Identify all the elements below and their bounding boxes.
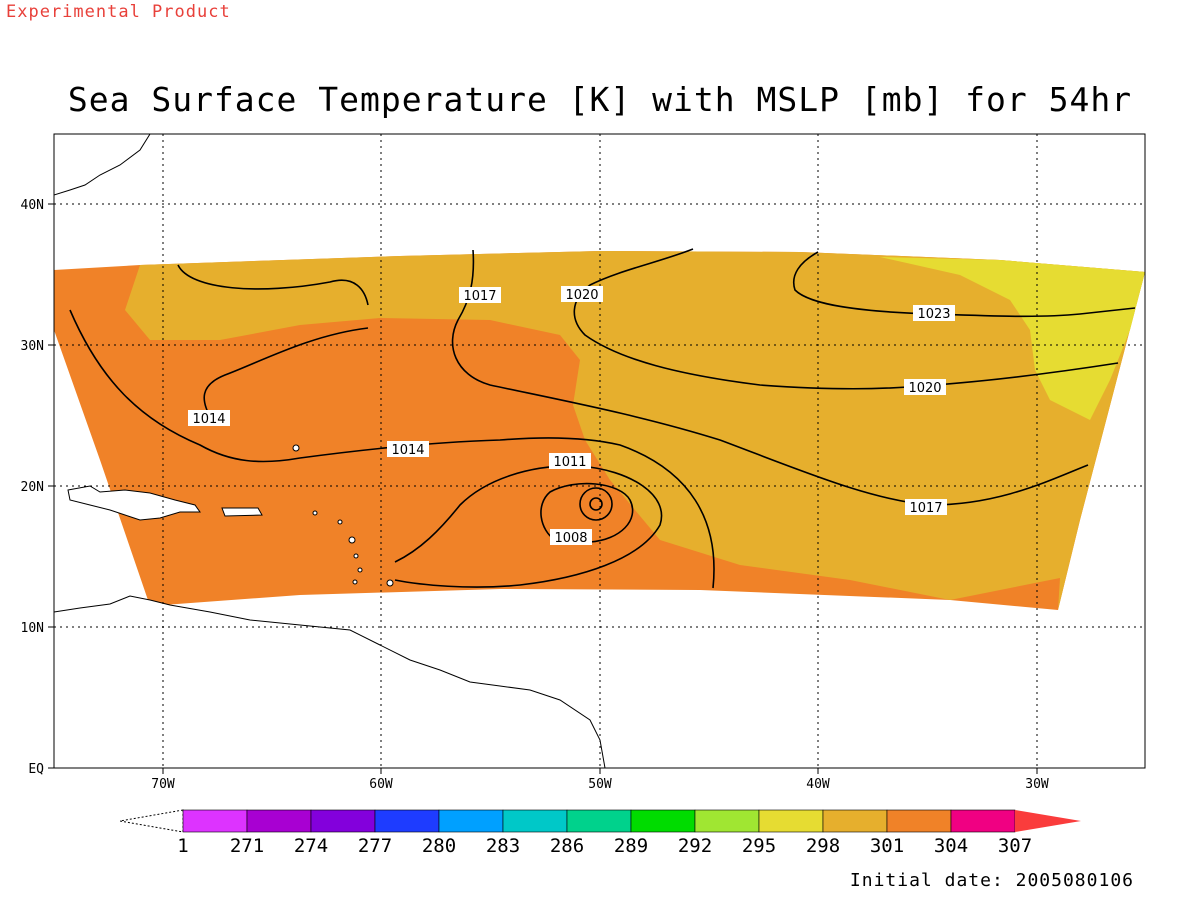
- colorbar-swatch: [950, 809, 1016, 833]
- lat-lon-grid: [54, 134, 1145, 768]
- colorbar-swatch: [310, 809, 376, 833]
- colorbar-swatch: [758, 809, 824, 833]
- colorbar-label: 271: [230, 835, 264, 857]
- svg-text:1014: 1014: [391, 443, 424, 458]
- colorbar-label: 295: [742, 835, 776, 857]
- map-plot-area: 1017 1020 1023 1020 1014 1014 1011 1008 …: [54, 134, 1145, 768]
- isobar-1017-central: [451, 249, 1089, 506]
- colorbar-swatch: [438, 809, 504, 833]
- svg-text:1020: 1020: [908, 381, 941, 396]
- chart-title: Sea Surface Temperature [K] with MSLP [m…: [67, 80, 1133, 119]
- colorbar-swatch: [694, 809, 760, 833]
- south-america-land: [54, 595, 606, 768]
- isobar-1023: [793, 251, 1136, 318]
- lat-label: 20N: [21, 480, 44, 495]
- axis-ticks: [48, 203, 1038, 774]
- lon-label: 30W: [1025, 777, 1049, 792]
- isobar-label: 1017: [459, 287, 501, 304]
- isobar-low-ring: [579, 487, 613, 521]
- lon-label: 70W: [151, 777, 175, 792]
- lon-label: 50W: [588, 777, 612, 792]
- colorbar-right-arrow: [1015, 810, 1081, 832]
- svg-text:1014: 1014: [192, 412, 225, 427]
- colorbar-label: 280: [422, 835, 456, 857]
- isobar-label: 1023: [913, 305, 955, 322]
- colorbar-label: 1: [177, 835, 188, 857]
- colorbar-label: 289: [614, 835, 648, 857]
- lon-label: 40W: [806, 777, 830, 792]
- isobar-label: 1020: [904, 379, 946, 396]
- lat-label: EQ: [28, 762, 44, 777]
- isobar-label: 1008: [550, 529, 592, 546]
- isobar-label: 1014: [387, 441, 429, 458]
- puerto-rico: [221, 507, 263, 517]
- svg-text:1011: 1011: [553, 455, 586, 470]
- isobar-label: 1011: [549, 453, 591, 470]
- colorbar-swatch: [246, 809, 312, 833]
- colorbar-swatch: [822, 809, 888, 833]
- colorbar-label: 274: [294, 835, 328, 857]
- lat-label: 10N: [21, 621, 44, 636]
- lon-axis-labels: 70W 60W 50W 40W 30W: [151, 777, 1049, 792]
- colorbar-swatch: [502, 809, 568, 833]
- colorbar-left-arrow: [119, 809, 184, 833]
- colorbar-swatch: [566, 809, 632, 833]
- isobar-label: 1014: [188, 410, 230, 427]
- isobar-label: 1020: [561, 286, 603, 303]
- isobar-1020-north: [573, 248, 1119, 390]
- colorbar-labels: 1 271 274 277 280 283 286 289 292 295 298 301 304 307: [177, 835, 1032, 857]
- colorbar-label: 301: [870, 835, 904, 857]
- greater-antilles: [67, 485, 201, 521]
- colorbar-label: 292: [678, 835, 712, 857]
- isobar-1017-north: [177, 264, 369, 306]
- lon-label: 60W: [369, 777, 393, 792]
- svg-text:1017: 1017: [463, 289, 496, 304]
- colorbar-swatch: [886, 809, 952, 833]
- colorbar-label: 286: [550, 835, 584, 857]
- colorbar-label: 304: [934, 835, 968, 857]
- lat-label: 40N: [21, 198, 44, 213]
- lat-axis-labels: EQ 10N 20N 30N 40N: [21, 198, 45, 777]
- isobar-labels: 1017 1020 1023 1020 1014 1014 1011 1008 …: [188, 286, 955, 546]
- isobar-1014-outer: [203, 327, 369, 421]
- svg-text:1008: 1008: [554, 531, 587, 546]
- sst-region-295-298: [880, 257, 1145, 420]
- lat-label: 30N: [21, 339, 44, 354]
- colorbar-label: 298: [806, 835, 840, 857]
- svg-text:1023: 1023: [917, 307, 950, 322]
- svg-text:1017: 1017: [909, 501, 942, 516]
- experimental-banner: Experimental Product: [6, 2, 231, 22]
- lesser-antilles: [292, 444, 394, 587]
- colorbar-swatch: [630, 809, 696, 833]
- colorbar-label: 283: [486, 835, 520, 857]
- initial-date: Initial date: 2005080106: [849, 870, 1134, 891]
- isobar-1011: [394, 465, 663, 588]
- colorbar-swatch: [182, 809, 248, 833]
- isobar-low-center: [589, 497, 603, 511]
- colorbar-label: 307: [998, 835, 1032, 857]
- isobar-label: 1017: [905, 499, 947, 516]
- svg-text:1020: 1020: [565, 288, 598, 303]
- colorbar-swatch: [374, 809, 440, 833]
- north-america-coast: [54, 134, 151, 196]
- colorbar-label: 277: [358, 835, 392, 857]
- colorbar: [119, 809, 1081, 833]
- sst-region-298-301: [125, 251, 1145, 610]
